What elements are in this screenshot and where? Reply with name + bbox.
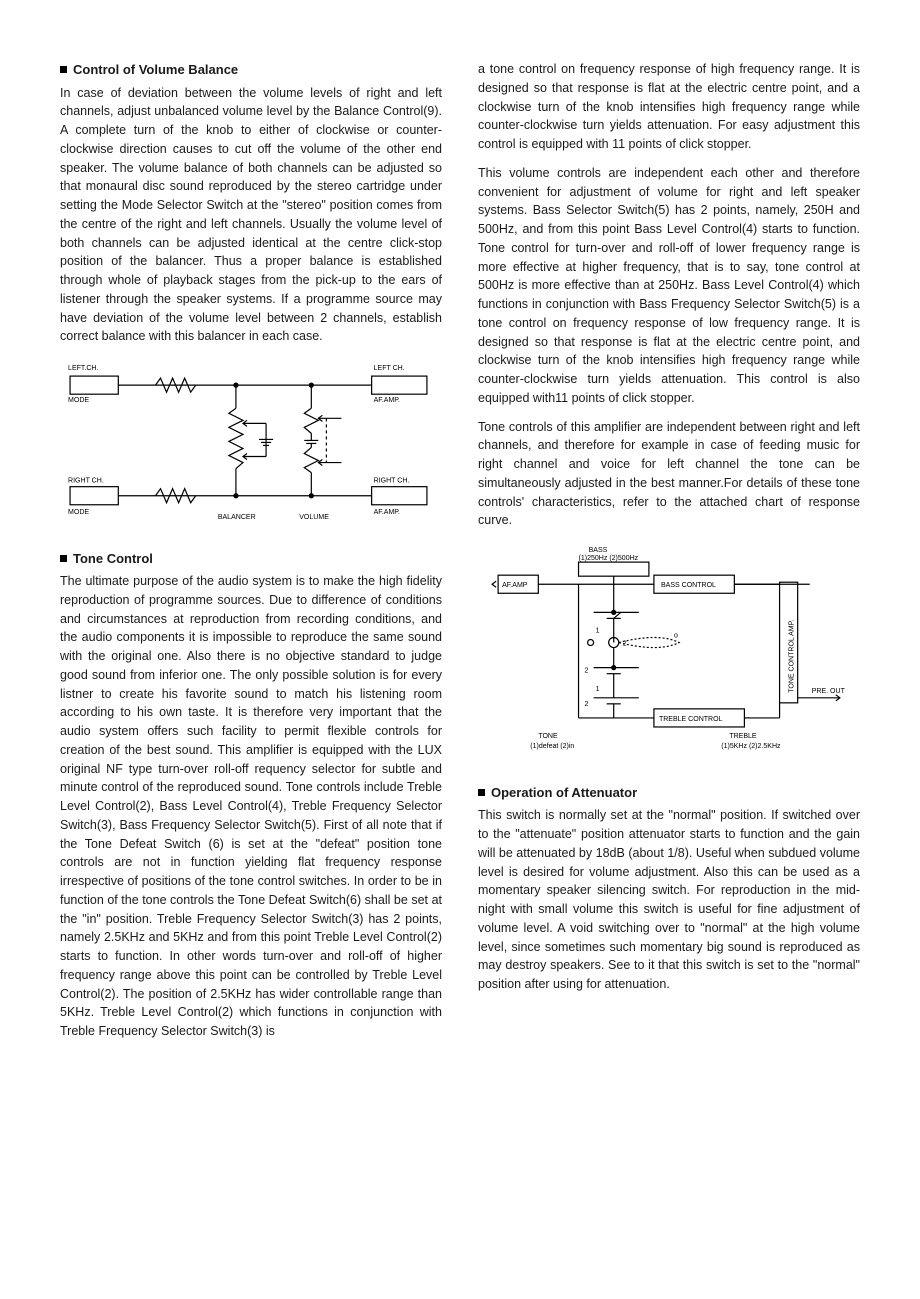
- svg-text:AF.AMP.: AF.AMP.: [374, 509, 400, 516]
- svg-text:LEFT CH.: LEFT CH.: [374, 365, 405, 372]
- bass-label: BASS: [589, 547, 608, 554]
- volume-label: VOLUME: [299, 514, 329, 521]
- section-tone-control-body: The ultimate purpose of the audio system…: [60, 572, 442, 1041]
- bass-freq-label: (1)250Hz (2)500Hz: [579, 555, 639, 562]
- tone-opts-label: (1)defeat (2)in: [530, 743, 574, 750]
- bass-control-label: BASS CONTROL: [661, 582, 716, 589]
- col2-para1: a tone control on frequency response of …: [478, 60, 860, 154]
- left-column: Control of Volume Balance In case of dev…: [60, 60, 442, 1051]
- svg-text:1: 1: [596, 686, 600, 693]
- svg-text:MODE: MODE: [68, 509, 89, 516]
- svg-text:RIGHT CH.: RIGHT CH.: [68, 478, 104, 485]
- svg-text:MODE: MODE: [68, 397, 89, 404]
- balancer-label: BALANCER: [218, 514, 256, 521]
- section-attenuator-heading: Operation of Attenuator: [478, 783, 860, 803]
- bullet-icon: [60, 555, 67, 562]
- section-attenuator-body: This switch is normally set at the "norm…: [478, 806, 860, 994]
- balancer-diagram: LEFT.CH. MODE RIGHT CH. MODE LEFT CH. AF…: [60, 358, 442, 535]
- svg-text:1: 1: [596, 627, 600, 634]
- svg-text:o: o: [674, 632, 678, 639]
- heading-text: Operation of Attenuator: [491, 785, 637, 800]
- svg-text:RIGHT CH.: RIGHT CH.: [374, 478, 410, 485]
- section-tone-control-heading: Tone Control: [60, 549, 442, 569]
- col2-para3: Tone controls of this amplifier are inde…: [478, 418, 860, 531]
- svg-text:LEFT.CH.: LEFT.CH.: [68, 365, 98, 372]
- tone-label: TONE: [538, 733, 558, 740]
- svg-text:AF.AMP.: AF.AMP.: [374, 397, 400, 404]
- treble-control-label: TREBLE CONTROL: [659, 716, 723, 723]
- bullet-icon: [60, 66, 67, 73]
- tone-control-amp-label: TONE CONTROL AMP.: [789, 620, 796, 693]
- section-volume-balance-heading: Control of Volume Balance: [60, 60, 442, 80]
- heading-text: Tone Control: [73, 551, 153, 566]
- treble-label: TREBLE: [729, 733, 757, 740]
- svg-text:2: 2: [623, 641, 627, 648]
- tone-control-diagram: BASS (1)250Hz (2)500Hz AF.AMP BASS CONTR…: [478, 542, 860, 769]
- bullet-icon: [478, 789, 485, 796]
- af-amp-label: AF.AMP: [502, 582, 528, 589]
- col2-para2: This volume controls are independent eac…: [478, 164, 860, 408]
- right-column: a tone control on frequency response of …: [478, 60, 860, 1051]
- treble-opts-label: (1)5KHz (2)2.5KHz: [721, 743, 781, 750]
- section-volume-balance-body: In case of deviation between the volume …: [60, 84, 442, 347]
- pre-out-label: PRE. OUT: [812, 688, 846, 695]
- svg-text:2: 2: [585, 701, 589, 708]
- heading-text: Control of Volume Balance: [73, 62, 238, 77]
- svg-text:2: 2: [585, 668, 589, 675]
